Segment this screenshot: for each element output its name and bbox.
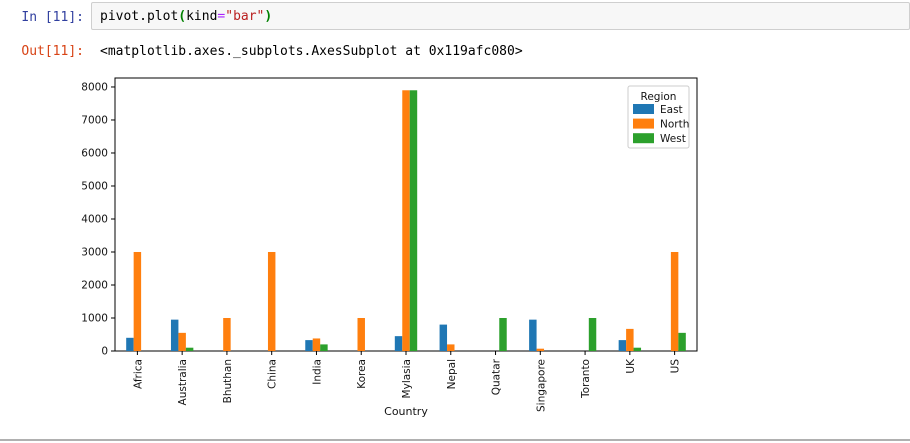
y-tick-label: 8000 xyxy=(81,81,108,93)
y-tick-label: 6000 xyxy=(81,147,108,159)
bar xyxy=(678,332,686,351)
legend-swatch xyxy=(633,118,654,129)
x-tick-label: Quatar xyxy=(491,358,503,395)
bar xyxy=(536,348,545,351)
x-tick-label: UK xyxy=(625,358,637,374)
y-tick-label: 3000 xyxy=(81,246,108,258)
x-axis-title: Country xyxy=(384,405,428,418)
bar xyxy=(402,90,410,352)
y-tick-label: 5000 xyxy=(81,180,108,192)
bar xyxy=(618,340,627,351)
bar xyxy=(170,319,179,351)
bar-chart-figure: 0 1000 2000 3000 4000 5000 6000 7000 8000 Africa A… xyxy=(60,70,780,442)
code-input-cell[interactable]: pivot.plot(kind="bar") xyxy=(91,2,910,30)
series-east xyxy=(126,319,627,351)
output-prompt: Out[11]: xyxy=(21,44,84,59)
code-line[interactable]: pivot.plot(kind="bar") xyxy=(92,9,272,24)
code-token: ) xyxy=(264,8,273,24)
x-tick-label: Toranto xyxy=(580,359,592,399)
x-tick-label: Singapore xyxy=(535,359,547,412)
legend-box xyxy=(627,85,690,149)
bar xyxy=(439,324,448,351)
legend-label: West xyxy=(660,133,686,145)
x-tick-label: Bhuthan xyxy=(222,359,234,403)
y-tick-label: 2000 xyxy=(81,279,108,291)
bar xyxy=(178,332,186,351)
bar xyxy=(394,336,403,351)
bar-chart-svg: 0 1000 2000 3000 4000 5000 6000 7000 8000 Africa A… xyxy=(81,77,698,418)
bar xyxy=(588,317,597,351)
bar xyxy=(499,317,507,351)
x-tick-label: Australia xyxy=(177,359,189,405)
series-west xyxy=(185,90,686,352)
bar xyxy=(633,347,642,351)
y-tick-label: 1000 xyxy=(81,312,108,324)
legend-swatch xyxy=(633,133,654,144)
bar xyxy=(529,319,537,351)
legend-label: North xyxy=(660,119,689,131)
bar xyxy=(126,337,134,351)
output-repr: <matplotlib.axes._subplots.AxesSubplot a… xyxy=(100,44,523,59)
y-tick-label: 0 xyxy=(101,346,108,358)
series-north xyxy=(133,90,679,352)
y-tick-label: 4000 xyxy=(81,213,108,225)
bar xyxy=(267,251,276,351)
legend-swatch xyxy=(633,104,654,114)
legend-label: East xyxy=(660,104,683,116)
y-tick-label: 7000 xyxy=(81,114,108,126)
code-token: kind xyxy=(186,8,218,24)
code-token: "bar" xyxy=(225,8,265,24)
bar xyxy=(409,90,418,352)
bar xyxy=(223,317,231,351)
bar xyxy=(185,347,194,351)
x-tick-label: Africa xyxy=(132,359,144,389)
bottom-divider xyxy=(0,439,910,441)
code-token: = xyxy=(217,8,226,24)
bar xyxy=(320,344,328,351)
bar xyxy=(357,317,365,351)
x-tick-label: Nepal xyxy=(446,359,458,389)
bar xyxy=(133,251,142,351)
x-tick-label: Korea xyxy=(356,359,368,389)
bar xyxy=(312,338,321,351)
bar xyxy=(447,344,455,351)
code-token: ( xyxy=(178,8,187,24)
bar xyxy=(626,328,634,351)
code-token: pivot.plot xyxy=(100,8,179,24)
bar xyxy=(670,251,679,351)
bar xyxy=(305,340,313,351)
input-prompt: In [11]: xyxy=(21,10,84,25)
x-tick-label: US xyxy=(670,359,682,374)
x-tick-label: China xyxy=(267,359,279,389)
legend-title: Region xyxy=(641,91,677,103)
x-tick-label: Mylasia xyxy=(401,359,413,398)
x-tick-label: India xyxy=(311,359,323,385)
